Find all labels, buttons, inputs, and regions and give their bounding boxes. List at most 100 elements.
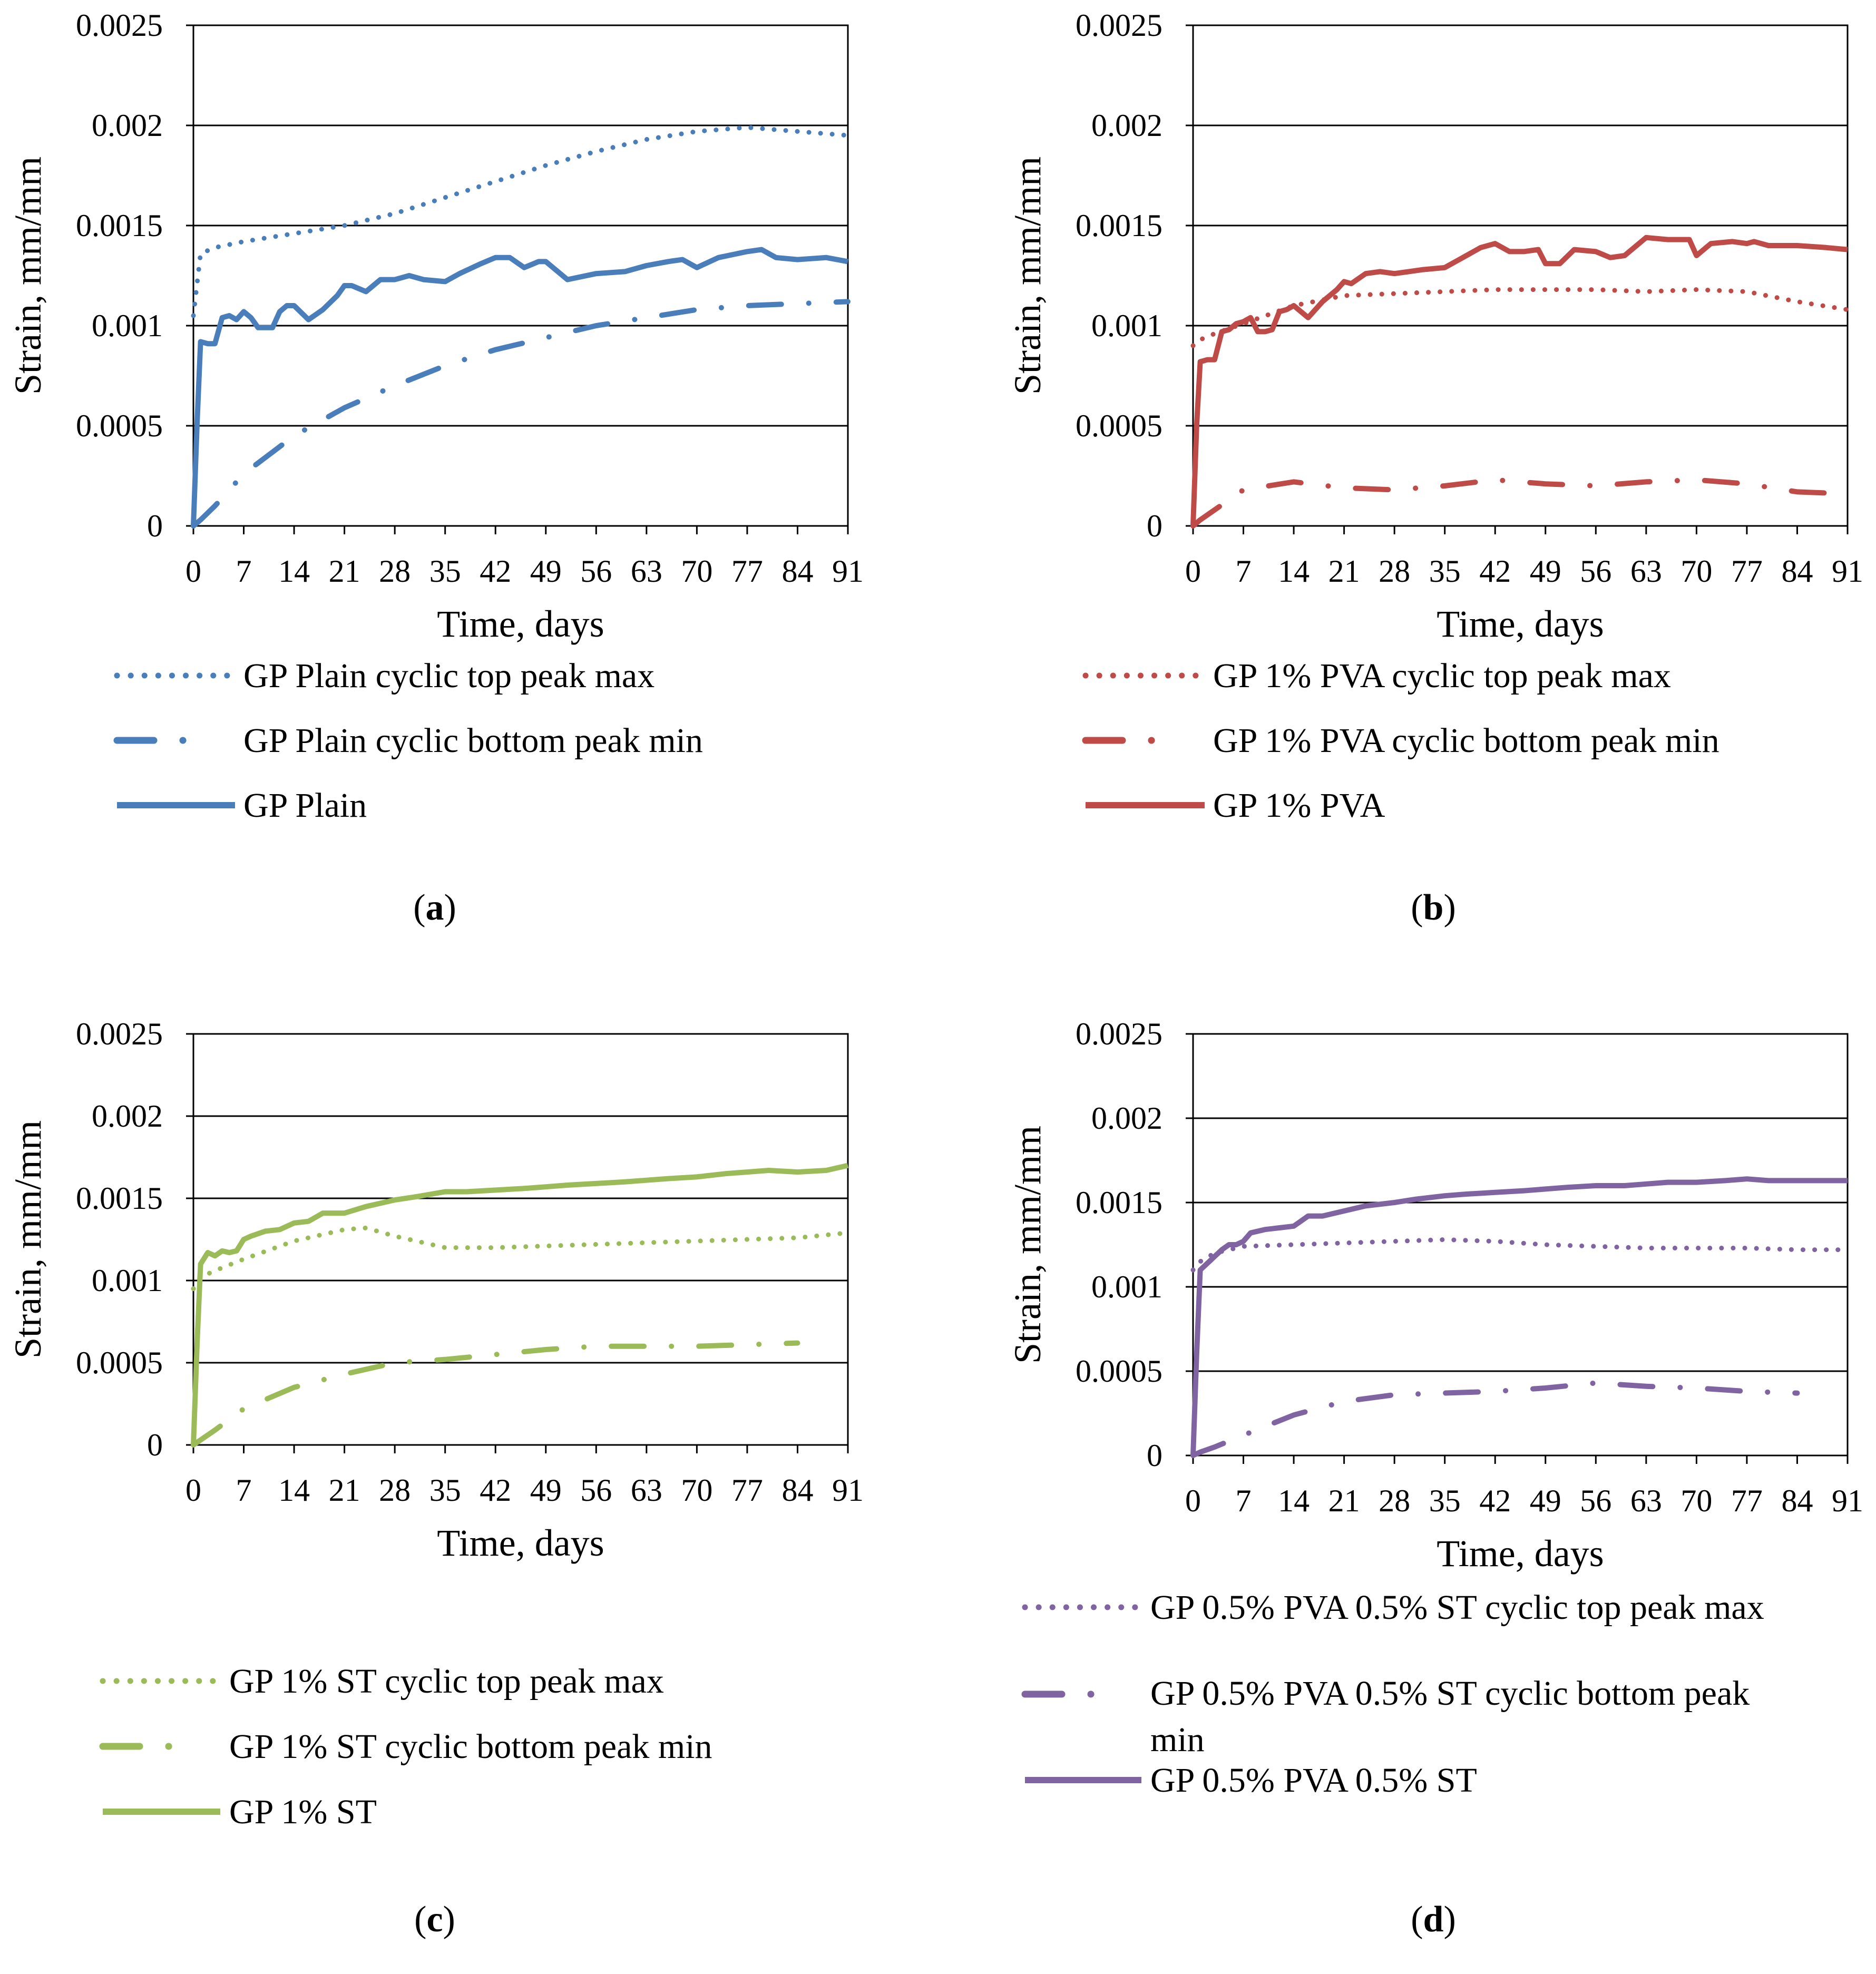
x-tick-label: 35 <box>429 1473 461 1508</box>
x-tick-label: 91 <box>832 554 864 589</box>
panel-label: (d) <box>1411 1899 1456 1940</box>
legend-label: GP Plain cyclic top peak max <box>243 657 654 695</box>
panel-label-letter: a <box>426 887 444 928</box>
panel-label-paren: ( <box>1411 887 1423 928</box>
legend-label: GP 0.5% PVA 0.5% ST cyclic top peak max <box>1150 1588 1764 1627</box>
x-tick-label: 84 <box>1781 1483 1813 1518</box>
x-tick-label: 21 <box>1328 554 1360 589</box>
x-tick-label: 56 <box>580 554 612 589</box>
y-axis-title: Strain, mm/mm <box>7 157 49 395</box>
x-tick-label: 63 <box>1630 1483 1662 1518</box>
series-line-solid <box>1190 234 1848 526</box>
panel-label-letter: d <box>1423 1899 1444 1940</box>
y-tick-label: 0.0025 <box>1076 8 1162 43</box>
x-tick-label: 84 <box>781 1473 813 1508</box>
legend-label: GP 0.5% PVA 0.5% ST <box>1150 1761 1477 1800</box>
x-tick-label: 28 <box>1379 554 1410 589</box>
series-line-dashdot <box>1190 1380 1800 1458</box>
y-tick-label: 0.001 <box>92 1263 163 1298</box>
panel-label-letter: c <box>426 1899 443 1940</box>
panel-label-letter: b <box>1423 887 1444 928</box>
x-tick-label: 70 <box>681 554 712 589</box>
y-tick-label: 0.001 <box>92 308 163 343</box>
plot-area <box>1192 24 1849 527</box>
x-tick-label: 28 <box>379 1473 411 1508</box>
x-tick-label: 77 <box>731 1473 763 1508</box>
x-tick-label: 0 <box>1185 554 1201 589</box>
series-line-solid <box>191 247 848 526</box>
x-tick-label: 56 <box>580 1473 612 1508</box>
x-tick-label: 63 <box>631 1473 662 1508</box>
y-tick-label: 0.0015 <box>76 1181 163 1216</box>
x-tick-label: 49 <box>1530 1483 1561 1518</box>
x-axis-title: Time, days <box>1437 1532 1604 1575</box>
y-tick-label: 0.002 <box>92 108 163 143</box>
y-axis-title: Strain, mm/mm <box>1007 1126 1049 1364</box>
legend-label: GP Plain <box>243 786 367 825</box>
x-tick-label: 42 <box>480 554 511 589</box>
panel-label: (c) <box>414 1899 455 1940</box>
y-tick-label: 0.002 <box>1091 108 1162 143</box>
series-line-solid <box>1190 1176 1848 1456</box>
y-axis-title: Strain, mm/mm <box>1007 157 1049 395</box>
series-line-dotted <box>1190 287 1850 348</box>
x-tick-label: 49 <box>530 554 562 589</box>
legend-label: GP 1% PVA cyclic top peak max <box>1213 657 1671 695</box>
x-axis-title: Time, days <box>437 1522 604 1564</box>
x-tick-label: 28 <box>379 554 411 589</box>
x-tick-label: 7 <box>1236 554 1252 589</box>
x-tick-label: 7 <box>236 1473 252 1508</box>
legend-label: GP 1% PVA cyclic bottom peak min <box>1213 721 1719 760</box>
x-tick-label: 56 <box>1580 1483 1611 1518</box>
y-axis-title: Strain, mm/mm <box>7 1120 49 1359</box>
panel-label-paren: ) <box>1443 887 1455 928</box>
x-tick-label: 42 <box>1479 1483 1511 1518</box>
x-tick-label: 0 <box>185 554 201 589</box>
y-tick-label: 0.001 <box>1091 308 1162 343</box>
legend-label: GP 1% PVA <box>1213 786 1385 825</box>
y-tick-label: 0.0005 <box>1076 1354 1162 1389</box>
y-tick-label: 0 <box>1147 509 1162 543</box>
series-line-dashdot <box>1190 477 1850 529</box>
y-tick-label: 0.0025 <box>76 1017 163 1051</box>
y-tick-label: 0 <box>147 1428 163 1462</box>
x-tick-label: 77 <box>1731 1483 1763 1518</box>
series-line-dotted <box>191 125 851 318</box>
panel-label: (a) <box>413 887 456 928</box>
x-tick-label: 7 <box>1236 1483 1252 1518</box>
x-tick-label: 0 <box>185 1473 201 1508</box>
x-tick-label: 56 <box>1580 554 1611 589</box>
x-tick-label: 42 <box>1479 554 1511 589</box>
series-line-dotted <box>1190 1237 1850 1273</box>
x-tick-label: 70 <box>681 1473 712 1508</box>
x-axis-title: Time, days <box>437 603 604 645</box>
x-tick-label: 70 <box>1680 554 1712 589</box>
series-line-dashdot <box>191 299 851 529</box>
x-tick-label: 91 <box>832 1473 864 1508</box>
x-tick-label: 21 <box>329 554 360 589</box>
y-tick-label: 0.001 <box>1091 1269 1162 1304</box>
panel-label-paren: ) <box>1443 1899 1455 1940</box>
panel-label: (b) <box>1411 887 1456 928</box>
panel-label-paren: ( <box>413 887 425 928</box>
x-tick-label: 49 <box>1530 554 1561 589</box>
y-tick-label: 0.0025 <box>1076 1017 1162 1051</box>
x-tick-label: 14 <box>1278 554 1310 589</box>
x-tick-label: 35 <box>1429 554 1461 589</box>
x-tick-label: 35 <box>1429 1483 1461 1518</box>
y-tick-label: 0.0005 <box>1076 408 1162 443</box>
x-tick-label: 21 <box>1328 1483 1360 1518</box>
y-tick-label: 0.0005 <box>76 408 163 443</box>
y-tick-label: 0.002 <box>1091 1101 1162 1136</box>
x-tick-label: 63 <box>1630 554 1662 589</box>
series-line-dashdot <box>191 1340 800 1448</box>
x-tick-label: 91 <box>1832 1483 1863 1518</box>
x-tick-label: 35 <box>429 554 461 589</box>
x-tick-label: 63 <box>631 554 662 589</box>
x-tick-label: 14 <box>1278 1483 1310 1518</box>
